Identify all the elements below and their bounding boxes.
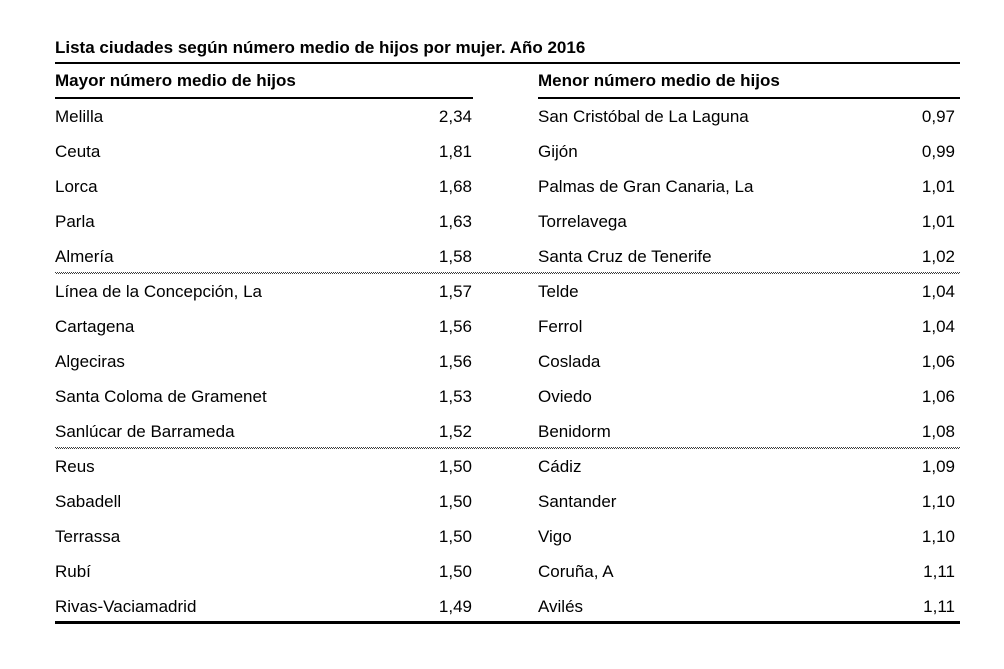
left-city-name: Terrassa (55, 526, 121, 546)
left-city-name: Reus (55, 456, 95, 476)
table-row: Sabadell 1,50 Santander 1,10 (55, 484, 960, 519)
right-city-value: 1,01 (921, 176, 955, 196)
right-city-value: 1,09 (921, 456, 955, 476)
left-city-value: 1,63 (438, 211, 472, 231)
table-row: Lorca 1,68 Palmas de Gran Canaria, La 1,… (55, 169, 960, 204)
table-row: Parla 1,63 Torrelavega 1,01 (55, 204, 960, 239)
left-city-name: Ceuta (55, 141, 101, 161)
right-city-name: Cádiz (538, 456, 582, 476)
right-city-value: 1,10 (921, 526, 955, 546)
right-city-name: Coslada (538, 351, 601, 371)
left-city-name: Algeciras (55, 351, 125, 371)
right-city-name: Torrelavega (538, 211, 627, 231)
right-city-name: Telde (538, 281, 579, 301)
left-city-value: 1,49 (438, 596, 472, 616)
column-header-mayor: Mayor número medio de hijos (55, 64, 473, 99)
left-city-value: 1,81 (438, 141, 472, 161)
left-city-value: 2,34 (438, 106, 472, 126)
right-city-name: Santa Cruz de Tenerife (538, 246, 712, 266)
right-city-value: 1,11 (923, 596, 955, 616)
table-row: Almería 1,58 Santa Cruz de Tenerife 1,02 (55, 239, 960, 274)
right-city-value: 0,97 (921, 106, 955, 126)
left-city-name: Sanlúcar de Barrameda (55, 421, 235, 441)
left-city-value: 1,56 (438, 351, 472, 371)
right-city-name: Ferrol (538, 316, 583, 336)
table-body: Melilla 2,34 San Cristóbal de La Laguna … (55, 99, 960, 624)
left-city-name: Santa Coloma de Gramenet (55, 386, 267, 406)
left-city-name: Lorca (55, 176, 98, 196)
table-row: Reus 1,50 Cádiz 1,09 (55, 449, 960, 484)
left-city-value: 1,52 (438, 421, 472, 441)
left-city-value: 1,53 (438, 386, 472, 406)
fertility-table-document: Lista ciudades según número medio de hij… (55, 36, 960, 624)
left-city-value: 1,50 (438, 561, 472, 581)
right-city-name: Benidorm (538, 421, 611, 441)
left-city-name: Sabadell (55, 491, 122, 511)
right-city-name: Vigo (538, 526, 572, 546)
left-city-name: Parla (55, 211, 95, 231)
left-city-name: Melilla (55, 106, 104, 126)
right-city-value: 1,04 (921, 316, 955, 336)
right-city-value: 1,10 (921, 491, 955, 511)
left-city-name: Cartagena (55, 316, 135, 336)
left-city-value: 1,57 (438, 281, 472, 301)
right-city-name: Gijón (538, 141, 578, 161)
column-gap (473, 64, 538, 99)
left-city-value: 1,50 (438, 526, 472, 546)
right-city-name: Oviedo (538, 386, 592, 406)
right-city-value: 0,99 (921, 141, 955, 161)
left-city-name: Rubí (55, 561, 91, 581)
left-city-name: Almería (55, 246, 114, 266)
right-city-name: Coruña, A (538, 561, 614, 581)
table-row: Rivas-Vaciamadrid 1,49 Avilés 1,11 (55, 589, 960, 624)
right-city-name: Avilés (538, 596, 584, 616)
table-row: Ceuta 1,81 Gijón 0,99 (55, 134, 960, 169)
right-city-value: 1,02 (921, 246, 955, 266)
left-city-value: 1,68 (438, 176, 472, 196)
column-header-menor: Menor número medio de hijos (538, 64, 960, 99)
left-city-value: 1,56 (438, 316, 472, 336)
table-row: Terrassa 1,50 Vigo 1,10 (55, 519, 960, 554)
left-city-value: 1,50 (438, 491, 472, 511)
right-city-value: 1,08 (921, 421, 955, 441)
right-city-value: 1,11 (923, 561, 955, 581)
table-row: Algeciras 1,56 Coslada 1,06 (55, 344, 960, 379)
right-city-name: Palmas de Gran Canaria, La (538, 176, 754, 196)
table-row: Rubí 1,50 Coruña, A 1,11 (55, 554, 960, 589)
table-row: Sanlúcar de Barrameda 1,52 Benidorm 1,08 (55, 414, 960, 449)
table-row: Melilla 2,34 San Cristóbal de La Laguna … (55, 99, 960, 134)
left-city-value: 1,50 (438, 456, 472, 476)
table-header-row: Mayor número medio de hijos Menor número… (55, 64, 960, 99)
left-city-name: Línea de la Concepción, La (55, 281, 262, 301)
right-city-name: San Cristóbal de La Laguna (538, 106, 749, 126)
table-row: Cartagena 1,56 Ferrol 1,04 (55, 309, 960, 344)
table-row: Línea de la Concepción, La 1,57 Telde 1,… (55, 274, 960, 309)
right-city-value: 1,06 (921, 386, 955, 406)
page-title: Lista ciudades según número medio de hij… (55, 36, 960, 64)
right-city-value: 1,06 (921, 351, 955, 371)
table-row: Santa Coloma de Gramenet 1,53 Oviedo 1,0… (55, 379, 960, 414)
right-city-name: Santander (538, 491, 617, 511)
right-city-value: 1,04 (921, 281, 955, 301)
left-city-value: 1,58 (438, 246, 472, 266)
right-city-value: 1,01 (921, 211, 955, 231)
left-city-name: Rivas-Vaciamadrid (55, 596, 197, 616)
